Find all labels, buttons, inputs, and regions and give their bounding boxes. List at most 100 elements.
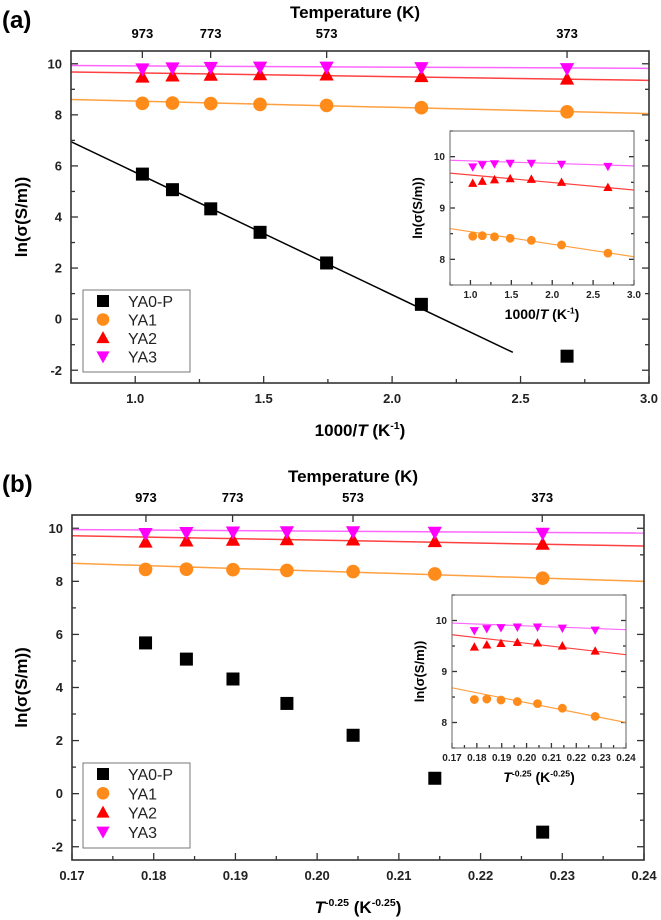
x-tick-label: 1.5 [504,290,518,301]
data-point-ya3 [414,62,429,76]
axis-label-part: T [357,421,369,440]
inset-data-point-ya2 [505,173,515,183]
inset-data-point-ya2 [469,642,479,651]
inset-data-point-ya3 [482,625,492,634]
x-tick-label: 0.21 [386,868,411,883]
inset-data-point-ya2 [557,641,567,650]
y-tick-label: 4 [55,210,63,225]
x-tick-label: 0.18 [467,753,487,764]
data-point-ya3 [279,526,295,540]
inset-data-point-ya3 [477,161,487,170]
data-point-ya0-p [536,825,550,839]
inset-data-point-ya2 [496,638,506,648]
top-axis-title: Temperature (K) [290,3,420,22]
inset-data-point-ya3 [557,624,567,633]
axis-label-part: -1 [567,305,575,315]
data-point-ya2 [179,533,194,547]
x-tick-label: 0.23 [591,753,611,764]
y-tick-label: 8 [441,718,447,729]
x-tick-label: 0.17 [442,753,462,764]
data-point-ya1 [253,97,267,112]
data-point-ya0-p [428,771,442,785]
inset: 1.0 1.5 2.0 2.5 3.0 8 9 10 1000/T (K-1) ln(σ(S/m)… [410,130,641,322]
data-point-ya1 [135,96,150,111]
y-tick-label: 2 [55,261,62,276]
top-tick-label: 373 [556,26,578,41]
fit-line-ya3 [72,528,644,534]
y-tick-label: 8 [439,255,445,266]
x-tick-label: 0.19 [223,868,248,883]
x-tick-label: 2.0 [383,391,401,406]
y-tick-label: 10 [49,521,63,536]
plot-area [71,61,649,363]
data-point-ya1 [535,571,550,585]
x-tick-label: 1.0 [463,290,477,301]
axis-label-part: T [540,306,550,322]
x-tick-label: 0.22 [567,753,587,764]
legend-marker-ya3 [96,351,110,364]
inset-data-point-ya3 [468,163,478,172]
fit-line-ya2 [71,71,649,82]
data-point-ya2 [427,534,442,548]
axis-label-part: (K [548,306,567,322]
data-point-ya0-p [346,728,360,742]
data-point-ya1 [203,96,218,111]
x-tick-label: 0.23 [550,868,575,883]
inset-data-point-ya1 [512,697,522,707]
data-point-ya1 [226,562,240,577]
data-point-ya2 [535,536,550,550]
data-point-ya1 [346,564,360,579]
data-point-ya3 [203,61,218,75]
axis-label-part: ) [396,898,402,917]
data-point-ya1 [560,104,574,119]
inset-data-point-ya1 [533,699,542,709]
y-tick-label: 10 [434,152,446,163]
x-tick-label: 0.22 [468,868,493,883]
x-tick-label: 3.0 [640,391,658,406]
x-axis-label: T-0.25 (K-0.25) [315,897,402,917]
data-point-ya0-p [280,696,294,710]
x-tick-label: 0.17 [59,868,84,883]
legend-label: YA2 [128,806,157,823]
panel-b: (b) Temperature (K) 0.17 0.18 0.19 0.20 0.21 0.… [2,467,657,917]
axis-label-part: (K [532,769,551,785]
inset-data-point-ya2 [477,176,487,185]
top-tick-label: 973 [131,26,153,41]
data-point-ya1 [179,562,194,576]
y-tick-label: 6 [56,627,63,642]
data-point-ya1 [319,98,334,113]
inset-data-point-ya1 [468,231,478,241]
axis-label-part: -1 [390,420,400,432]
fit-line-ya3 [71,64,649,70]
data-point-ya0-p [226,672,240,686]
axis-label-part: -0.25 [550,768,570,778]
axis-label-part: 1000/ [505,306,540,322]
x-tick-label: 0.20 [517,753,537,764]
inset-data-point-ya2 [526,174,536,183]
axis-label-part: -0.25 [372,897,396,909]
top-tick-label: 773 [200,26,222,41]
inset-data-point-ya1 [490,232,499,242]
data-point-ya3 [427,526,442,540]
panel-a: (a) Temperature (K) 1.0 1.5 2.0 2.5 3.0 -2 0 2 4 6 8… [2,3,658,440]
plot-frame [70,50,650,384]
y-axis-label: ln(σ(S/m)) [12,177,31,258]
inset-data-point-ya2 [482,640,492,649]
legend-label: YA1 [128,313,157,330]
panel-label: (a) [2,7,31,34]
axis-label-part: (K [368,421,391,440]
inset-data-point-ya2 [532,638,543,647]
inset: 0.17 0.18 0.19 0.20 0.21 0.22 0.23 0.248910T-0.… [412,594,636,785]
inset-data-point-ya1 [469,695,479,704]
data-point-ya3 [135,63,150,77]
x-tick-label: 0.18 [141,868,166,883]
data-point-ya0-p [204,202,218,216]
inset-data-point-ya3 [512,623,522,632]
legend-label: YA0-P [128,767,173,784]
axis-label-part: T [503,769,513,785]
x-tick-label: 0.20 [304,868,329,883]
inset-x-axis-label: T-0.25 (K-0.25) [503,768,574,785]
inset-data-point-ya2 [489,174,500,184]
